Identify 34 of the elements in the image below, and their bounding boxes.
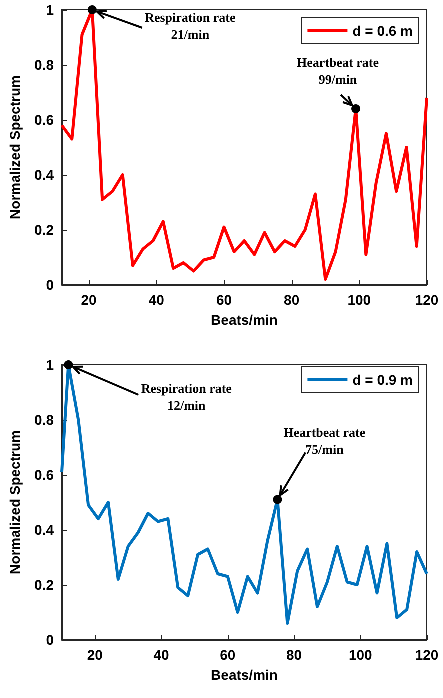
x-tick-label: 60 (216, 292, 232, 308)
y-tick-label: 1 (46, 357, 54, 373)
annotation: Respiration rate 21/min (145, 10, 236, 42)
y-axis-title: Normalized Spectrum (7, 430, 23, 574)
x-tick-label: 100 (348, 647, 373, 663)
x-tick-label: 100 (348, 292, 372, 308)
legend-label: d = 0.6 m (352, 23, 414, 39)
y-tick-label: 0 (46, 632, 54, 648)
annotation: Heartbeat rate 99/min (297, 55, 380, 87)
y-tick-label: 0.4 (34, 522, 54, 538)
x-axis-title: Beats/min (211, 667, 278, 683)
x-tick-label: 80 (284, 292, 300, 308)
y-tick-label: 0.4 (34, 167, 54, 183)
annotation: Respiration rate 12/min (141, 381, 232, 413)
y-tick-label: 0 (46, 277, 54, 293)
annotation: Heartbeat rate 75/min (284, 424, 366, 457)
legend-label: d = 0.9 m (352, 372, 414, 388)
x-tick-label: 120 (415, 647, 439, 663)
y-tick-label: 0.8 (34, 412, 54, 428)
x-tick-label: 120 (415, 292, 439, 308)
y-tick-label: 0.6 (34, 112, 54, 128)
y-tick-label: 0.6 (34, 467, 54, 483)
x-axis-title: Beats/min (211, 312, 278, 328)
x-tick-label: 80 (286, 647, 302, 663)
y-tick-label: 0.2 (34, 577, 54, 593)
x-tick-label: 20 (87, 647, 104, 663)
y-axis-title: Normalized Spectrum (7, 76, 23, 220)
y-tick-label: 0.2 (34, 222, 54, 238)
x-tick-label: 60 (220, 647, 236, 663)
x-tick-label: 20 (81, 292, 98, 308)
x-tick-label: 40 (148, 292, 165, 308)
x-tick-label: 40 (154, 647, 170, 663)
y-tick-label: 0.8 (34, 57, 54, 73)
y-tick-label: 1 (46, 2, 54, 18)
